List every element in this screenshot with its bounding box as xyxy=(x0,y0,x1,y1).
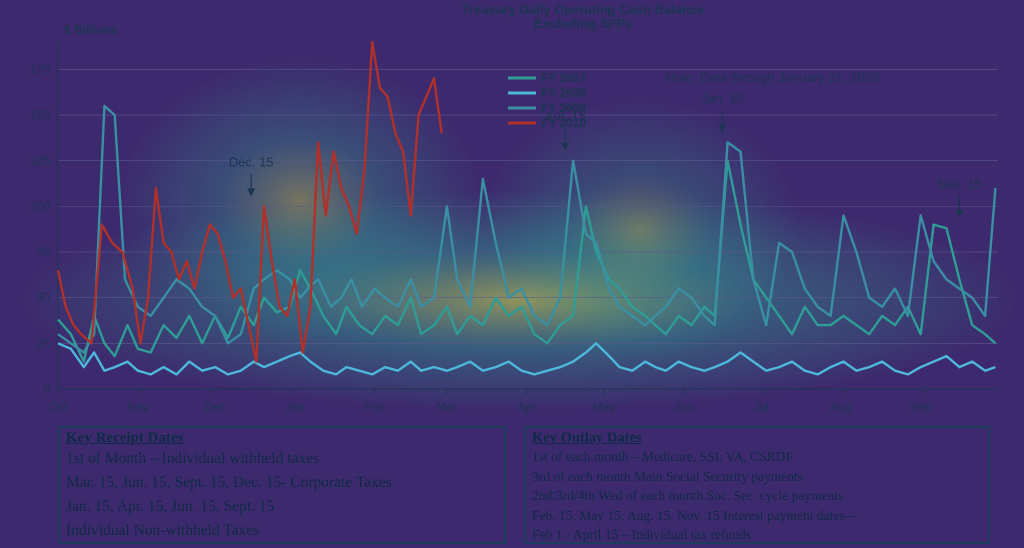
series-line-fy-2007 xyxy=(57,159,997,363)
chart-title: Treasury Daily Operating Cash Balance xyxy=(462,2,705,17)
key-receipt-heading: Key Receipt Dates xyxy=(66,430,184,446)
series-line-fy-2008 xyxy=(57,342,996,376)
x-tick-label: Nov xyxy=(127,400,148,414)
series-line-fy-2010 xyxy=(56,40,443,363)
annotation-label: Jun. 15 xyxy=(701,90,744,105)
y-tick-label: 175 xyxy=(30,62,50,76)
legend-label: FY 2008 xyxy=(541,86,586,100)
key-outlay-line: Feb 1 - April 15 – Individual tax refund… xyxy=(532,527,751,542)
key-outlay-line: 2nd/3rd/4th Wed of each month Soc. Sec. … xyxy=(532,488,844,503)
annotation-arrowhead xyxy=(718,124,727,133)
y-tick-label: 125 xyxy=(30,154,50,168)
legend-label: FY 2010 xyxy=(541,116,586,130)
key-receipt-dates-box: Key Receipt Dates 1st of Month – Individ… xyxy=(58,426,506,544)
annotation-label: Sep. 15 xyxy=(937,176,982,191)
x-tick-label: Oct xyxy=(49,400,68,414)
x-tick-label: Jan xyxy=(285,400,304,414)
y-axis: 0 25 50 75 100 125 150 175 xyxy=(30,42,59,396)
annotation-arrowhead xyxy=(561,142,570,151)
y-tick-label: 75 xyxy=(37,245,51,259)
x-tick-label: May xyxy=(593,400,616,414)
key-receipt-line: Individual Non-withheld Taxes xyxy=(66,522,260,539)
y-tick-label: 100 xyxy=(30,199,50,213)
x-tick-label: Aug xyxy=(830,400,851,414)
x-tick-label: Jul xyxy=(753,400,768,414)
legend-label: FY 2007 xyxy=(541,71,586,85)
x-tick-label: Apr xyxy=(517,400,536,414)
y-tick-label: 0 xyxy=(43,382,50,396)
x-tick-label: Mar xyxy=(437,400,458,414)
chart-subtitle: Excluding SFPs xyxy=(534,16,632,31)
key-outlay-heading: Key Outlay Dates xyxy=(532,430,642,446)
key-outlay-dates-box: Key Outlay Dates 1st of each month – Med… xyxy=(524,426,990,544)
annotation-label: Dec. 15 xyxy=(229,154,274,169)
x-tick-label: Sep xyxy=(910,400,932,414)
x-tick-label: Feb xyxy=(364,400,385,414)
legend-label: FY 2009 xyxy=(541,101,586,115)
series-lines xyxy=(56,40,997,376)
annotations: Dec. 15 Apr. 15 Jun. 15 Sep. 15 xyxy=(229,90,982,219)
y-tick-label: 50 xyxy=(37,291,51,305)
x-axis: Oct Nov Dec Jan Feb Mar Apr May Jun Jul Aug Sep xyxy=(49,388,998,414)
annotation-arrowhead xyxy=(955,210,964,219)
key-receipt-line: 1st of Month – Individual withheld taxes xyxy=(66,450,320,467)
annotation-label: Apr. 15 xyxy=(545,109,586,124)
series-line-fy-2009 xyxy=(57,104,997,354)
annotation-arrowhead xyxy=(247,188,256,197)
key-outlay-line: 3rd of each month Main Social Security p… xyxy=(532,468,804,484)
cash-balance-chart: 0 25 50 75 100 125 150 175 Oct Nov Dec Jan Feb Mar Ap… xyxy=(20,2,1020,414)
y-axis-label: $ Billions xyxy=(64,23,118,37)
y-tick-label: 25 xyxy=(37,336,51,350)
key-receipt-line: Jan. 15, Apr. 15, Jun. 15, Sept. 15 xyxy=(66,498,275,515)
key-receipt-line: Mar. 15, Jun. 15, Sept. 15, Dec. 15- Cor… xyxy=(66,474,392,491)
key-outlay-line: 1st of each month – Medicare, SSI, VA, C… xyxy=(532,449,793,464)
x-tick-label: Jun xyxy=(674,400,693,414)
key-outlay-line: Feb. 15, May 15, Aug. 15, Nov. 15 Intere… xyxy=(532,507,859,523)
y-tick-label: 150 xyxy=(30,108,50,122)
x-tick-label: Dec xyxy=(204,400,225,414)
chart-note: Note: Data through January 21, 2009 xyxy=(665,70,879,85)
